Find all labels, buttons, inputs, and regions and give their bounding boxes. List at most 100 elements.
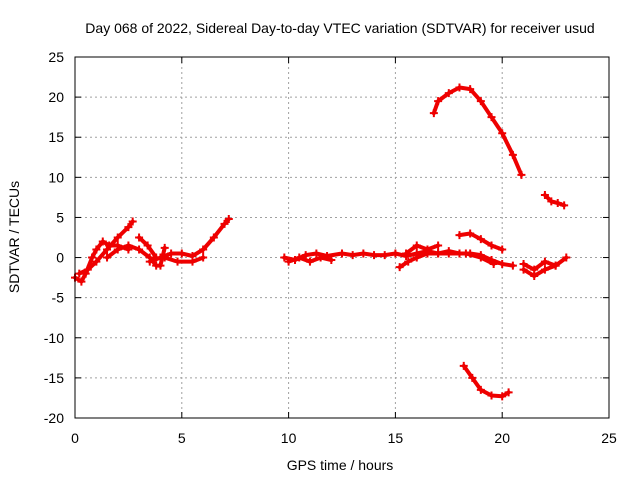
- data-point: [508, 150, 517, 159]
- data-point: [113, 245, 122, 254]
- data-point: [103, 245, 112, 254]
- data-point: [466, 85, 475, 94]
- data-point: [380, 251, 389, 260]
- data-point: [459, 361, 468, 370]
- data-series-seg6: [162, 255, 206, 264]
- data-point: [476, 235, 485, 244]
- data-point: [487, 113, 496, 122]
- x-tick-label: 0: [71, 430, 79, 446]
- axis-ticks: 0 5 10 15 20 25 -20 -15 -10 -5 0 5 10 15 20 25: [44, 49, 617, 446]
- data-point: [476, 97, 485, 106]
- data-series-seg16: [431, 85, 524, 177]
- data-point: [359, 249, 368, 258]
- x-tick-label: 5: [178, 430, 186, 446]
- plot-frame: [74, 56, 610, 419]
- data-point: [553, 199, 562, 208]
- y-tick-label: 0: [56, 250, 64, 266]
- grid-lines: [75, 57, 609, 418]
- data-point: [468, 373, 477, 382]
- x-axis-label: GPS time / hours: [287, 457, 394, 473]
- data-point: [177, 249, 186, 258]
- data-point: [461, 249, 470, 258]
- data-point: [519, 259, 528, 268]
- data-point: [167, 249, 176, 258]
- data-point: [370, 251, 379, 260]
- x-tick-label: 15: [388, 430, 404, 446]
- y-tick-label: 25: [48, 49, 64, 65]
- data-point: [284, 257, 293, 266]
- data-point: [560, 201, 569, 210]
- data-point: [551, 261, 560, 270]
- data-point: [429, 109, 438, 118]
- y-tick-label: -15: [44, 370, 64, 386]
- data-point: [348, 251, 357, 260]
- data-point: [404, 257, 413, 266]
- data-point: [173, 257, 182, 266]
- data-point: [301, 251, 310, 260]
- data-point: [504, 388, 513, 397]
- data-series-seg15: [521, 259, 558, 272]
- y-tick-label: 15: [48, 129, 64, 145]
- data-point: [113, 233, 122, 242]
- data-point: [434, 249, 443, 258]
- data-point: [98, 237, 107, 246]
- data-point: [540, 257, 549, 266]
- data-point: [145, 257, 154, 266]
- x-tick-label: 20: [494, 430, 510, 446]
- data-point: [498, 392, 507, 401]
- data-point: [412, 253, 421, 262]
- data-point: [316, 253, 325, 262]
- data-point: [444, 247, 453, 256]
- chart-title: Day 068 of 2022, Sidereal Day-to-day VTE…: [85, 20, 594, 36]
- data-point: [220, 219, 229, 228]
- data-point: [156, 261, 165, 270]
- x-tick-label: 10: [281, 430, 297, 446]
- data-point: [487, 255, 496, 264]
- data-series-seg10: [404, 243, 441, 256]
- data-point: [476, 385, 485, 394]
- data-point: [498, 245, 507, 254]
- data-point: [508, 261, 517, 270]
- data-point: [455, 83, 464, 92]
- data-point: [498, 129, 507, 138]
- data-point: [199, 245, 208, 254]
- data-point: [517, 170, 526, 179]
- data-point: [540, 265, 549, 274]
- data-point: [77, 277, 86, 286]
- data-point: [160, 253, 169, 262]
- data-point: [412, 241, 421, 250]
- data-point: [124, 223, 133, 232]
- data-point: [224, 215, 233, 224]
- data-point: [487, 391, 496, 400]
- y-tick-label: -20: [44, 410, 64, 426]
- x-tick-label: 25: [601, 430, 617, 446]
- data-point: [395, 263, 404, 272]
- data-point: [402, 249, 411, 258]
- data-point: [295, 253, 304, 262]
- data-point: [540, 190, 549, 199]
- data-point: [124, 241, 133, 250]
- data-point: [199, 253, 208, 262]
- y-tick-label: -10: [44, 330, 64, 346]
- data-point: [305, 257, 314, 266]
- data-point: [75, 269, 84, 278]
- data-point: [444, 89, 453, 98]
- data-series-seg18: [461, 363, 511, 399]
- data-point: [128, 217, 137, 226]
- y-tick-label: -5: [52, 290, 65, 306]
- data-point: [455, 231, 464, 240]
- data-point: [327, 255, 336, 264]
- data-point: [547, 197, 556, 206]
- data-series: [71, 83, 571, 401]
- y-axis-label: SDTVAR / TECUs: [6, 181, 22, 293]
- data-point: [476, 253, 485, 262]
- data-point: [135, 245, 144, 254]
- data-point: [434, 97, 443, 106]
- data-point: [92, 245, 101, 254]
- data-point: [103, 253, 112, 262]
- data-point: [135, 233, 144, 242]
- data-point: [530, 265, 539, 274]
- data-point: [83, 265, 92, 274]
- data-point: [391, 249, 400, 258]
